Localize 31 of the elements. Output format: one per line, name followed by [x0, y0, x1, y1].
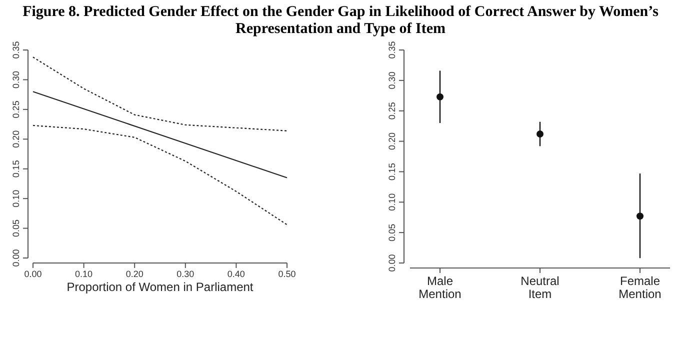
point: [536, 130, 544, 138]
x-tick-label: 0.40: [227, 269, 245, 279]
y-tick-label: 0.10: [387, 193, 397, 211]
y-tick-label: 0.30: [11, 70, 21, 88]
line-series: [32, 124, 288, 226]
x-tick-label: 0.50: [278, 269, 296, 279]
line-series: [32, 56, 288, 132]
y-tick-label: 0.25: [387, 102, 397, 120]
y-tick-label: 0.30: [387, 72, 397, 90]
y-tick-label: 0.10: [11, 190, 21, 208]
x-tick-label: 0.00: [24, 269, 42, 279]
x-tick-label: Female Mention: [618, 274, 662, 301]
y-tick-label: 0.20: [387, 132, 397, 150]
y-tick-label: 0.05: [387, 224, 397, 242]
y-tick-label: 0.15: [387, 162, 397, 180]
y-tick-label: 0.15: [11, 160, 21, 178]
text: Figure 8. Predicted Gender Effect on the Gender Gap in Likelihood of Correct Answer by Women’s Representation and Type of Item: [22, 4, 659, 37]
x-tick-label: Male Mention: [418, 274, 462, 301]
x-tick-label: 0.10: [75, 269, 93, 279]
x-tick-label: 0.20: [126, 269, 144, 279]
x-tick-label: Neutral Item: [520, 274, 560, 301]
y-tick-label: 0.35: [11, 41, 21, 59]
y-tick-label: 0.05: [11, 220, 21, 238]
y-tick-label: 0.20: [11, 130, 21, 148]
y-tick-label: 0.00: [11, 249, 21, 267]
y-tick-label: 0.35: [387, 41, 397, 59]
x-tick-label: 0.30: [176, 269, 194, 279]
y-tick-label: 0.25: [11, 100, 21, 118]
x-axis-title: Proportion of Women in Parliament: [66, 280, 254, 294]
point: [636, 212, 644, 220]
point: [436, 93, 444, 100]
